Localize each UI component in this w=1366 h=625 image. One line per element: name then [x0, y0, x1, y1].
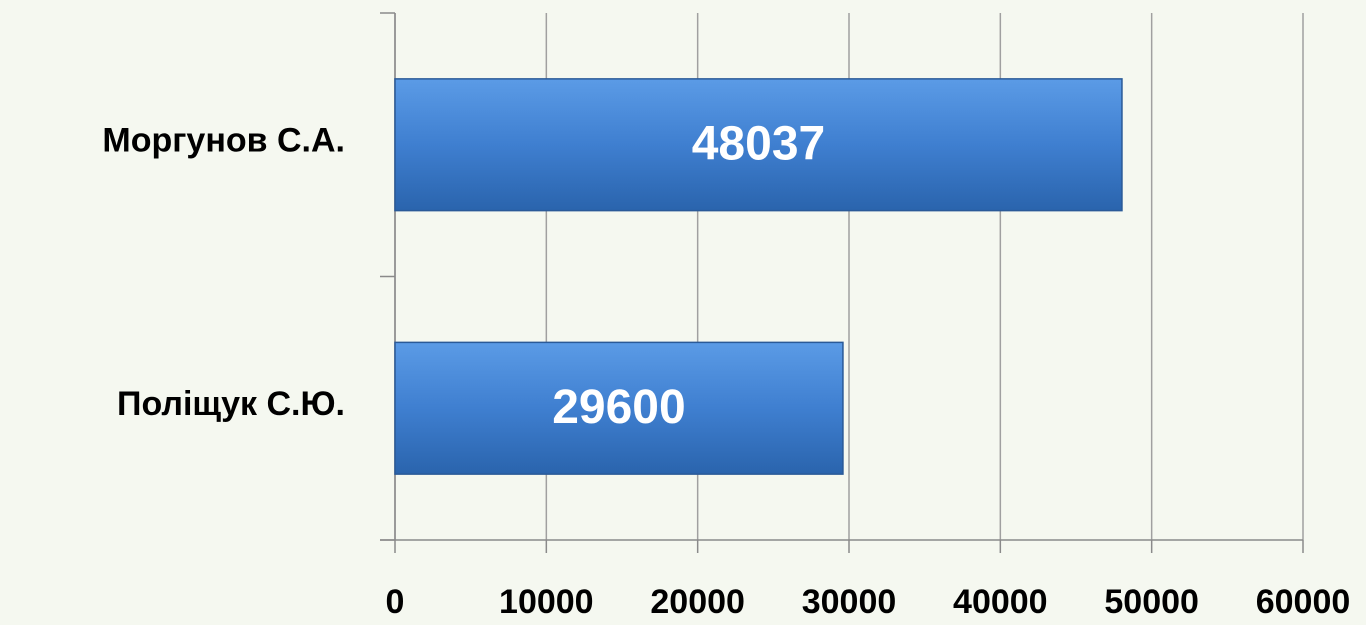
data-label: 29600 [552, 381, 685, 434]
data-label: 48037 [692, 117, 825, 170]
category-label: Моргунов С.А. [102, 122, 345, 160]
x-tick-label: 20000 [650, 583, 745, 620]
x-tick-label: 0 [386, 583, 405, 620]
bar [394, 78, 1123, 212]
bar [394, 341, 844, 475]
x-tick-label: 60000 [1256, 583, 1351, 620]
x-tick-label: 10000 [499, 583, 594, 620]
x-tick-label: 30000 [802, 583, 897, 620]
x-tick-label: 50000 [1104, 583, 1199, 620]
category-label: Поліщук С.Ю. [117, 385, 345, 423]
x-tick-label: 40000 [953, 583, 1048, 620]
